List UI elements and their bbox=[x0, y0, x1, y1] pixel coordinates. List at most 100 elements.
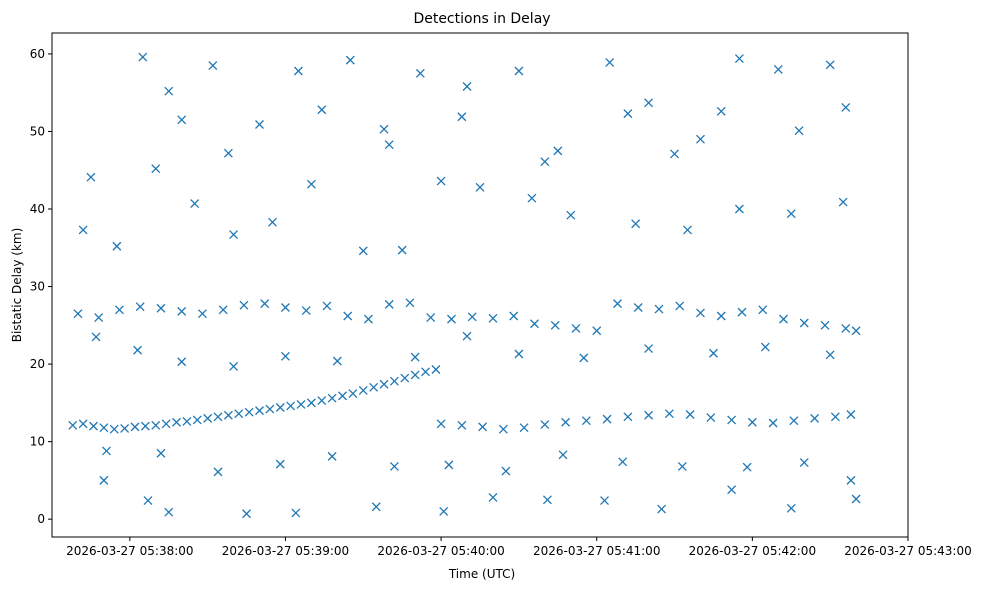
scatter-point bbox=[462, 82, 472, 91]
scatter-point bbox=[747, 417, 757, 427]
scatter-point bbox=[799, 318, 809, 328]
scatter-point bbox=[332, 356, 342, 366]
scatter-point bbox=[268, 217, 277, 227]
scatter-point bbox=[592, 326, 602, 336]
scatter-point bbox=[306, 398, 316, 408]
scatter-point bbox=[86, 172, 96, 182]
scatter-point bbox=[618, 457, 628, 467]
scatter-point bbox=[786, 209, 796, 219]
scatter-point bbox=[558, 450, 568, 460]
y-tick-label: 60 bbox=[30, 47, 45, 61]
scatter-point bbox=[727, 485, 737, 495]
scatter-point bbox=[78, 225, 88, 235]
scatter-point bbox=[203, 413, 213, 423]
scatter-point bbox=[550, 320, 560, 330]
scatter-point bbox=[677, 461, 687, 471]
y-tick-label: 0 bbox=[37, 512, 45, 526]
scatter-point bbox=[301, 306, 311, 316]
scatter-point bbox=[255, 406, 264, 416]
scatter-point bbox=[561, 417, 571, 427]
scatter-point bbox=[213, 412, 223, 422]
scatter-point bbox=[768, 418, 778, 428]
scatter-point bbox=[841, 323, 851, 333]
scatter-point bbox=[742, 462, 752, 472]
y-tick-label: 30 bbox=[30, 280, 45, 294]
scatter-point bbox=[457, 112, 467, 122]
scatter-point bbox=[151, 164, 161, 174]
scatter-point bbox=[789, 416, 799, 426]
scatter-point bbox=[657, 504, 667, 514]
scatter-point bbox=[223, 148, 233, 158]
scatter-point bbox=[197, 309, 207, 319]
scatter-point bbox=[670, 149, 680, 159]
scatter-point bbox=[421, 367, 430, 377]
x-tick-label: 2026-03-27 05:40:00 bbox=[377, 544, 504, 558]
scatter-point bbox=[244, 407, 254, 417]
scatter-point bbox=[218, 305, 228, 315]
scatter-point bbox=[410, 352, 420, 362]
scatter-point bbox=[151, 420, 161, 430]
scatter-point bbox=[540, 420, 550, 430]
scatter-point bbox=[734, 204, 744, 214]
scatter-point bbox=[734, 54, 744, 64]
scatter-point bbox=[306, 179, 316, 189]
scatter-point bbox=[296, 399, 306, 409]
scatter-point bbox=[348, 389, 358, 399]
scatter-point bbox=[600, 496, 609, 506]
scatter-point bbox=[130, 422, 140, 432]
scatter-point bbox=[156, 448, 166, 458]
scatter-point bbox=[571, 323, 581, 333]
scatter-point bbox=[379, 379, 389, 389]
scatter-point bbox=[293, 66, 303, 76]
scatter-point bbox=[514, 66, 524, 76]
scatter-point bbox=[488, 492, 498, 502]
scatter-point bbox=[810, 413, 820, 423]
scatter-point bbox=[242, 509, 252, 519]
scatter-point bbox=[371, 502, 381, 512]
scatter-point bbox=[280, 351, 290, 361]
scatter-point bbox=[177, 357, 187, 367]
scatter-point bbox=[73, 309, 83, 319]
scatter-point bbox=[488, 313, 498, 323]
scatter-point bbox=[405, 298, 415, 308]
scatter-point bbox=[696, 134, 705, 144]
scatter-point bbox=[467, 312, 477, 322]
scatter-point bbox=[683, 225, 692, 235]
scatter-point bbox=[708, 348, 718, 358]
scatter-point bbox=[633, 303, 643, 312]
scatter-point bbox=[514, 349, 524, 359]
scatter-point bbox=[579, 353, 589, 363]
scatter-point bbox=[192, 415, 202, 425]
scatter-point bbox=[327, 451, 337, 461]
scatter-point bbox=[820, 320, 830, 330]
x-tick-label: 2026-03-27 05:38:00 bbox=[66, 544, 193, 558]
scatter-point bbox=[275, 403, 285, 412]
scatter-point bbox=[623, 109, 633, 119]
scatter-point bbox=[644, 410, 654, 420]
scatter-point bbox=[786, 503, 796, 513]
x-axis-label: Time (UTC) bbox=[448, 567, 515, 581]
scatter-point bbox=[397, 245, 407, 255]
scatter-point bbox=[112, 241, 122, 251]
scatter-point bbox=[109, 424, 119, 434]
scatter-point bbox=[675, 301, 685, 311]
scatter-point bbox=[447, 314, 456, 324]
scatter-point bbox=[830, 412, 840, 422]
scatter-point bbox=[553, 146, 563, 156]
scatter-point bbox=[838, 197, 848, 207]
scatter-point bbox=[255, 120, 264, 129]
scatter-point bbox=[498, 424, 508, 434]
scatter-point bbox=[280, 303, 290, 312]
scatter-point bbox=[631, 219, 641, 229]
scatter-point bbox=[400, 373, 410, 383]
scatter-point bbox=[716, 106, 726, 116]
plot-marks bbox=[68, 52, 861, 519]
scatter-point bbox=[369, 382, 379, 392]
scatter-point bbox=[89, 421, 98, 431]
scatter-point bbox=[384, 140, 394, 150]
scatter-point bbox=[773, 64, 783, 74]
scatter-point bbox=[415, 68, 425, 78]
scatter-point bbox=[68, 420, 78, 430]
scatter-point bbox=[509, 311, 519, 321]
y-tick-label: 20 bbox=[30, 357, 45, 371]
